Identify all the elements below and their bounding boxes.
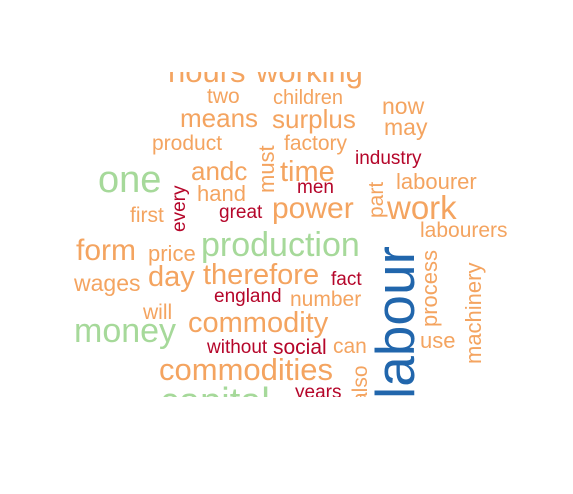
word-two: two <box>207 85 240 108</box>
word-price: price <box>148 241 196 266</box>
word-without: without <box>207 337 268 358</box>
word-number: number <box>290 288 362 311</box>
word-part: part <box>365 181 388 218</box>
word-labourers: labourers <box>420 219 508 242</box>
word-andc: andc <box>191 156 248 186</box>
word-therefore: therefore <box>203 259 320 291</box>
word-working: working <box>256 72 363 87</box>
word-industry: industry <box>355 148 422 169</box>
word-commodity: commodity <box>188 307 329 339</box>
word-children: children <box>273 87 344 109</box>
word-can: can <box>333 335 367 358</box>
word-first: first <box>130 204 164 227</box>
word-factory: factory <box>284 132 348 155</box>
word-cloud-area: hours working two children now means sur… <box>70 72 510 397</box>
word-may: may <box>384 114 428 140</box>
word-power: power <box>272 192 354 225</box>
word-labourer: labourer <box>396 169 477 194</box>
word-must: must <box>254 145 279 193</box>
word-hours: hours <box>168 72 246 87</box>
word-wages: wages <box>74 270 141 296</box>
word-production: production <box>201 226 360 264</box>
word-capital: capital <box>160 383 270 397</box>
word-fact: fact <box>331 269 362 290</box>
word-will: will <box>143 301 173 324</box>
word-labour: labour <box>364 246 426 397</box>
word-every: every <box>169 185 190 232</box>
word-means: means <box>180 103 259 133</box>
word-work: work <box>387 189 457 226</box>
word-years: years <box>295 382 342 397</box>
word-money: money <box>74 312 177 350</box>
word-machinery: machinery <box>461 262 486 364</box>
word-also: also <box>349 365 372 397</box>
word-men: men <box>297 177 334 198</box>
word-hand: hand <box>197 181 246 206</box>
word-use: use <box>420 328 456 353</box>
word-one: one <box>98 159 162 201</box>
word-now: now <box>382 93 425 119</box>
word-commodities: commodities <box>159 352 333 387</box>
word-form: form <box>76 234 136 267</box>
word-time: time <box>280 156 335 188</box>
word-process: process <box>417 249 442 327</box>
word-social: social <box>273 336 327 359</box>
word-surplus: surplus <box>272 104 356 134</box>
word-england: england <box>214 286 282 307</box>
word-great: great <box>219 202 263 223</box>
word-day: day <box>148 261 195 293</box>
word-product: product <box>152 132 223 155</box>
